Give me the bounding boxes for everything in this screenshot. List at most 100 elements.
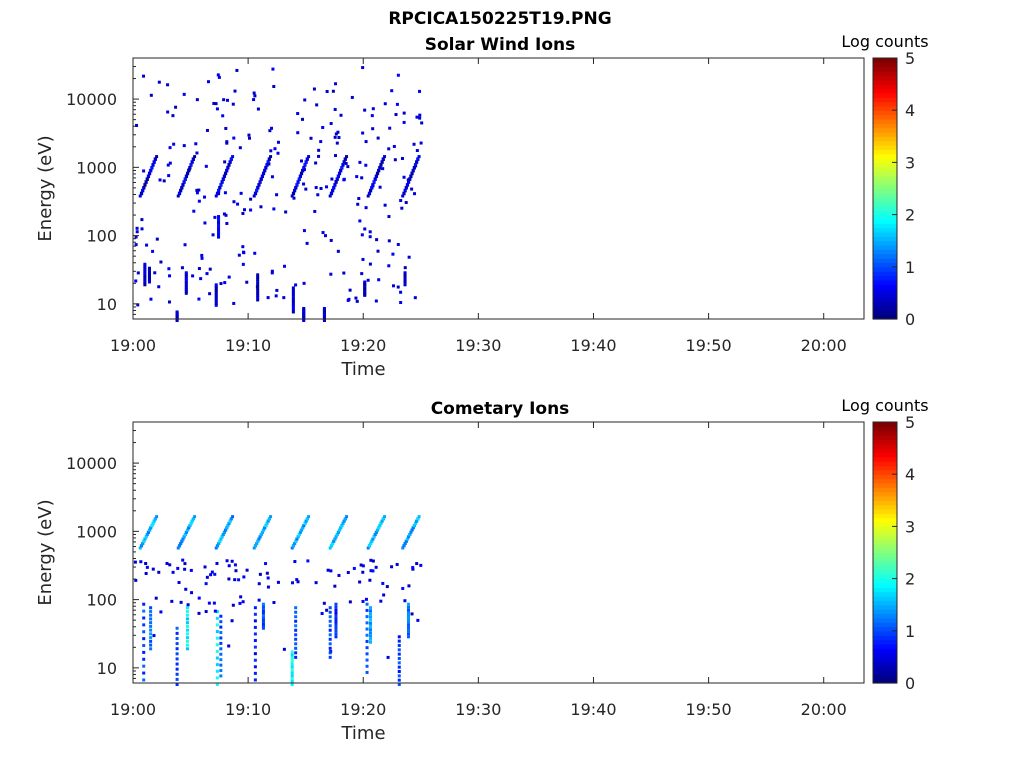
- colorbar-tick-label: 1: [905, 258, 915, 277]
- sweep-cell: [373, 533, 377, 537]
- noise-cell: [243, 208, 247, 212]
- noise-cell: [232, 136, 236, 140]
- sweep-cell: [184, 530, 188, 534]
- colorbar-swatch: [873, 253, 897, 259]
- burst-cell: [253, 678, 257, 682]
- burst-cell: [328, 628, 332, 632]
- noise-cell: [183, 562, 187, 566]
- colorbar-swatch: [873, 652, 897, 658]
- noise-cell: [197, 596, 201, 600]
- burst-cell: [256, 291, 260, 295]
- noise-cell: [213, 609, 217, 613]
- colorbar-swatch: [873, 617, 897, 623]
- burst-cell: [334, 635, 338, 639]
- colorbar-swatch: [873, 569, 897, 575]
- noise-cell: [315, 103, 319, 107]
- sweep-cell: [406, 535, 410, 539]
- colorbar-swatch: [873, 245, 897, 250]
- noise-cell: [325, 185, 329, 189]
- burst-cell: [219, 669, 223, 673]
- sweep-cell: [260, 530, 264, 534]
- sweep-cell: [331, 188, 335, 192]
- noise-cell: [363, 227, 367, 231]
- noise-cell: [420, 121, 424, 125]
- colorbar-swatch: [873, 301, 897, 307]
- sweep-cell: [256, 539, 260, 543]
- noise-cell: [134, 578, 138, 582]
- burst-cell: [334, 617, 338, 621]
- burst-cell: [149, 636, 153, 640]
- y-axis-label: Energy (eV): [35, 499, 56, 605]
- noise-cell: [166, 163, 170, 167]
- colorbar-swatch: [873, 292, 897, 298]
- sweep-cell: [367, 544, 371, 548]
- sweep-cell: [334, 535, 338, 539]
- noise-cell: [317, 148, 321, 152]
- noise-cell: [413, 296, 417, 300]
- noise-cell: [135, 226, 139, 230]
- noise-cell: [415, 562, 419, 566]
- burst-cell: [175, 677, 179, 681]
- burst-cell: [214, 287, 218, 291]
- noise-cell: [210, 570, 214, 574]
- burst-cell: [184, 275, 188, 279]
- noise-cell: [233, 563, 237, 567]
- sweep-cell: [189, 163, 193, 167]
- noise-cell: [241, 262, 245, 266]
- sweep-cell: [193, 515, 197, 519]
- noise-cell: [171, 570, 175, 574]
- sweep-cell: [149, 168, 153, 172]
- burst-cell: [217, 218, 221, 222]
- noise-cell: [385, 585, 389, 589]
- noise-cell: [182, 92, 186, 96]
- sweep-cell: [417, 515, 421, 519]
- noise-cell: [272, 601, 276, 605]
- burst-cell: [184, 271, 188, 275]
- burst-cell: [328, 610, 332, 614]
- noise-cell: [183, 567, 187, 571]
- burst-cell: [143, 270, 147, 274]
- noise-cell: [329, 272, 333, 276]
- heatmap-cells: [133, 515, 423, 686]
- colorbar-swatch: [873, 456, 897, 462]
- sweep-cell: [187, 526, 191, 530]
- noise-cell: [215, 561, 219, 565]
- sweep-cell: [218, 185, 222, 189]
- sweep-cell: [341, 163, 345, 167]
- noise-cell: [239, 595, 243, 599]
- noise-cell: [245, 280, 249, 284]
- noise-cell: [316, 193, 320, 197]
- noise-cell: [314, 161, 318, 165]
- noise-cell: [209, 573, 213, 577]
- burst-cell: [217, 215, 221, 219]
- noise-cell: [149, 297, 153, 301]
- noise-cell: [282, 296, 286, 300]
- noise-cell: [140, 218, 144, 222]
- burst-cell: [219, 641, 223, 645]
- sweep-cell: [141, 542, 145, 546]
- burst-cell: [175, 667, 179, 671]
- noise-cell: [336, 130, 340, 134]
- noise-cell: [184, 587, 188, 591]
- noise-cell: [399, 300, 403, 304]
- noise-cell: [329, 121, 333, 125]
- noise-cell: [410, 187, 414, 191]
- noise-cell: [361, 564, 365, 568]
- burst-cell: [215, 630, 219, 634]
- noise-cell: [295, 578, 299, 582]
- noise-cell: [346, 571, 350, 575]
- burst-cell: [397, 635, 401, 639]
- burst-cell: [184, 273, 188, 277]
- noise-cell: [157, 570, 161, 574]
- burst-cell: [219, 658, 223, 662]
- burst-cell: [175, 310, 179, 314]
- noise-cell: [212, 601, 216, 605]
- colorbar-swatch: [873, 639, 897, 645]
- sweep-cell: [297, 177, 301, 181]
- burst-cell: [185, 624, 189, 628]
- sweep-cell: [220, 180, 224, 184]
- burst-cell: [253, 606, 257, 610]
- burst-cell: [328, 651, 332, 655]
- panel-title: Cometary Ions: [431, 399, 570, 419]
- noise-cell: [212, 101, 216, 105]
